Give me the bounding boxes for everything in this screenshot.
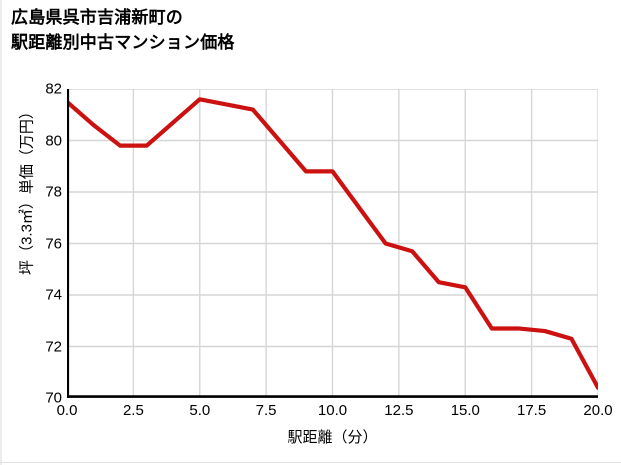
x-tick-label: 15.0 xyxy=(450,402,480,419)
grid-lines xyxy=(67,89,598,398)
x-tick-label: 7.5 xyxy=(255,402,277,419)
y-tick-label: 82 xyxy=(45,80,62,98)
x-tick-label: 5.0 xyxy=(189,402,211,419)
x-tick-label: 12.5 xyxy=(384,402,414,419)
x-tick-label: 0.0 xyxy=(56,402,78,419)
x-tick-label: 10.0 xyxy=(317,402,348,419)
y-tick-label: 72 xyxy=(45,338,62,355)
chart-title: 広島県呉市吉浦新町の 駅距離別中古マンション価格 xyxy=(11,8,235,52)
x-tick-label: 17.5 xyxy=(516,402,547,419)
y-tick-label: 74 xyxy=(45,286,62,304)
y-tick-label: 80 xyxy=(45,132,62,149)
x-tick-label: 2.5 xyxy=(122,402,144,419)
x-axis-tick-labels: 0.0 2.5 5.0 7.5 10.0 12.5 15.0 17.5 20.0 xyxy=(57,402,613,423)
x-tick-label: 20.0 xyxy=(583,402,613,419)
data-line xyxy=(67,97,598,390)
y-tick-label: 78 xyxy=(45,183,62,201)
y-tick-label: 76 xyxy=(45,235,62,252)
chart-canvas xyxy=(67,89,598,398)
y-axis-label: 坪（3.3㎡）単価（万円） xyxy=(18,104,36,275)
x-axis-label: 駅距離（分） xyxy=(287,429,378,446)
figure-left-border xyxy=(0,0,2,465)
figure-bottom-border xyxy=(0,462,621,463)
y-axis-tick-labels: 70 72 74 76 78 80 82 xyxy=(17,82,62,406)
axis-spines xyxy=(67,89,598,398)
plot-area xyxy=(67,89,598,398)
data-series-group xyxy=(67,97,598,390)
y-tick-label: 70 xyxy=(45,389,62,407)
